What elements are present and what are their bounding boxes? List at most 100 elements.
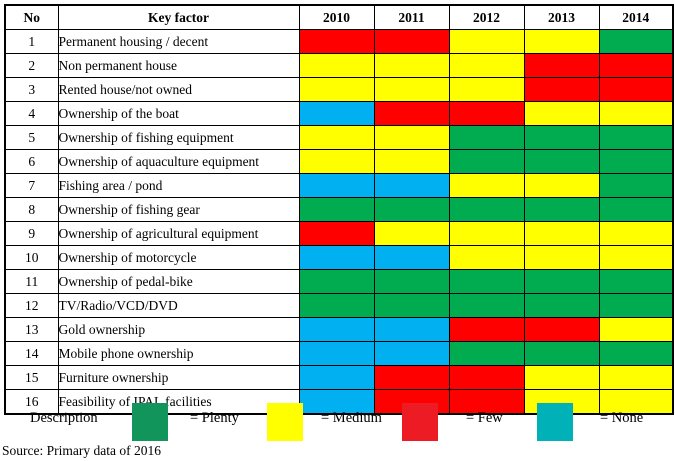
heatmap-table: No Key factor 2010 2011 2012 2013 2014 1 Perman… <box>4 4 674 415</box>
row-number: 5 <box>4 125 59 150</box>
heat-cell-14-2010 <box>298 341 375 366</box>
key-factor-label: Rented house/not owned <box>57 77 300 102</box>
heat-cell-9-2011 <box>373 221 450 246</box>
heat-cell-8-2013 <box>523 197 600 222</box>
table-row: 2 Non permanent house <box>4 53 674 78</box>
legend-swatch-plenty <box>132 403 168 441</box>
heat-cell-12-2014 <box>598 293 674 318</box>
row-number: 8 <box>4 197 59 222</box>
row-number: 11 <box>4 269 59 294</box>
table-row: 11 Ownership of pedal-bike <box>4 269 674 294</box>
heat-cell-1-2011 <box>373 29 450 54</box>
heat-cell-3-2011 <box>373 77 450 102</box>
row-number: 10 <box>4 245 59 270</box>
heat-cell-10-2012 <box>448 245 525 270</box>
heat-cell-2-2014 <box>598 53 674 78</box>
key-factor-label: Ownership of fishing equipment <box>57 125 300 150</box>
row-number: 3 <box>4 77 59 102</box>
legend-label-none: = None <box>600 410 644 426</box>
row-number: 6 <box>4 149 59 174</box>
heat-cell-8-2014 <box>598 197 674 222</box>
key-factor-label: Gold ownership <box>57 317 300 342</box>
heat-cell-4-2013 <box>523 101 600 126</box>
heat-cell-10-2014 <box>598 245 674 270</box>
heat-cell-11-2012 <box>448 269 525 294</box>
heat-cell-1-2012 <box>448 29 525 54</box>
heat-cell-11-2014 <box>598 269 674 294</box>
table-row: 9 Ownership of agricultural equipment <box>4 221 674 246</box>
column-header-key-factor: Key factor <box>57 4 300 30</box>
key-factor-label: Ownership of aquaculture equipment <box>57 149 300 174</box>
heat-cell-7-2012 <box>448 173 525 198</box>
heat-cell-6-2011 <box>373 149 450 174</box>
column-header-2013: 2013 <box>523 4 600 30</box>
heat-cell-7-2014 <box>598 173 674 198</box>
heat-cell-8-2010 <box>298 197 375 222</box>
heat-cell-4-2012 <box>448 101 525 126</box>
heat-cell-5-2010 <box>298 125 375 150</box>
table-row: 15 Furniture ownership <box>4 365 674 390</box>
key-factor-label: Non permanent house <box>57 53 300 78</box>
key-factor-label: Ownership of agricultural equipment <box>57 221 300 246</box>
heat-cell-13-2011 <box>373 317 450 342</box>
legend-label-medium: = Medium <box>321 410 382 426</box>
column-header-no: No <box>4 4 59 30</box>
column-header-2014: 2014 <box>598 4 674 30</box>
heat-cell-10-2013 <box>523 245 600 270</box>
key-factor-label: Ownership of motorcycle <box>57 245 300 270</box>
legend-label-plenty: = Plenty <box>190 410 239 426</box>
heat-cell-12-2012 <box>448 293 525 318</box>
heat-cell-10-2010 <box>298 245 375 270</box>
heat-cell-15-2012 <box>448 365 525 390</box>
row-number: 16 <box>4 389 59 415</box>
heat-cell-1-2014 <box>598 29 674 54</box>
heat-cell-3-2010 <box>298 77 375 102</box>
heat-cell-9-2012 <box>448 221 525 246</box>
heat-cell-15-2010 <box>298 365 375 390</box>
heat-cell-14-2012 <box>448 341 525 366</box>
table-row: 1 Permanent housing / decent <box>4 29 674 54</box>
row-number: 9 <box>4 221 59 246</box>
table-row: 4 Ownership of the boat <box>4 101 674 126</box>
key-factor-label: Feasibility of IPAL facilities <box>57 389 300 415</box>
heat-cell-3-2014 <box>598 77 674 102</box>
table-row: 14 Mobile phone ownership <box>4 341 674 366</box>
row-number: 13 <box>4 317 59 342</box>
heat-cell-6-2013 <box>523 149 600 174</box>
table-body: 1 Permanent housing / decent 2 Non permanen… <box>4 29 674 415</box>
legend-label-few: = Few <box>466 410 503 426</box>
heat-cell-10-2011 <box>373 245 450 270</box>
row-number: 2 <box>4 53 59 78</box>
heat-cell-4-2010 <box>298 101 375 126</box>
heat-cell-14-2013 <box>523 341 600 366</box>
table-row: 6 Ownership of aquaculture equipment <box>4 149 674 174</box>
legend-title: Description <box>30 410 98 426</box>
heat-cell-4-2011 <box>373 101 450 126</box>
heat-cell-13-2014 <box>598 317 674 342</box>
heat-cell-2-2010 <box>298 53 375 78</box>
heat-cell-5-2013 <box>523 125 600 150</box>
heat-cell-5-2014 <box>598 125 674 150</box>
key-factor-label: TV/Radio/VCD/DVD <box>57 293 300 318</box>
key-factor-label: Ownership of the boat <box>57 101 300 126</box>
heat-cell-13-2010 <box>298 317 375 342</box>
heat-cell-2-2013 <box>523 53 600 78</box>
column-header-2012: 2012 <box>448 4 525 30</box>
heat-cell-12-2010 <box>298 293 375 318</box>
row-number: 4 <box>4 101 59 126</box>
row-number: 15 <box>4 365 59 390</box>
legend-swatch-none <box>537 403 573 441</box>
key-factor-label: Furniture ownership <box>57 365 300 390</box>
table-row: 10 Ownership of motorcycle <box>4 245 674 270</box>
heat-cell-7-2010 <box>298 173 375 198</box>
heat-cell-13-2012 <box>448 317 525 342</box>
header-row: No Key factor 2010 2011 2012 2013 2014 <box>4 4 674 30</box>
heat-cell-12-2013 <box>523 293 600 318</box>
table-row: 5 Ownership of fishing equipment <box>4 125 674 150</box>
legend: Description = Plenty = Medium = Few = None <box>0 400 675 444</box>
heat-cell-15-2013 <box>523 365 600 390</box>
column-header-2011: 2011 <box>373 4 450 30</box>
key-factor-label: Permanent housing / decent <box>57 29 300 54</box>
heat-cell-8-2012 <box>448 197 525 222</box>
heat-cell-16-2014 <box>598 389 674 415</box>
